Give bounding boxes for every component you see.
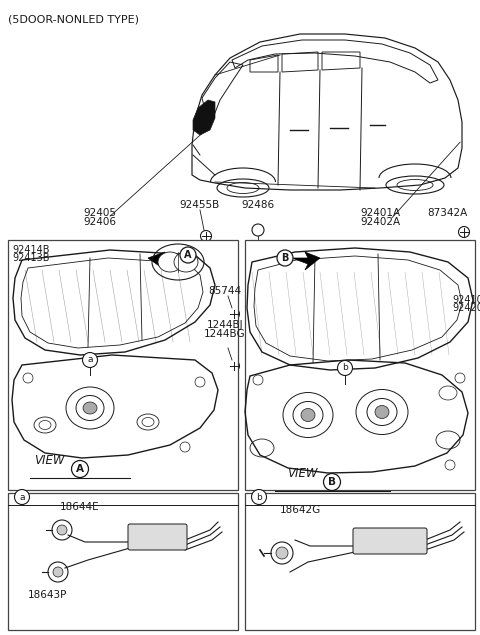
Polygon shape (193, 100, 215, 135)
FancyBboxPatch shape (245, 240, 475, 490)
Text: A: A (184, 250, 192, 260)
Text: 18644E: 18644E (60, 502, 100, 512)
Circle shape (72, 460, 88, 478)
Text: 1244BJ: 1244BJ (207, 320, 243, 330)
Circle shape (324, 474, 340, 490)
Text: 92486: 92486 (241, 200, 275, 210)
Text: 1244BG: 1244BG (204, 329, 246, 339)
FancyBboxPatch shape (353, 528, 427, 554)
Polygon shape (292, 252, 320, 270)
Text: 92410F: 92410F (452, 295, 480, 305)
Text: 87342A: 87342A (428, 208, 468, 218)
Polygon shape (148, 252, 178, 270)
Ellipse shape (158, 252, 182, 272)
Circle shape (277, 250, 293, 266)
Circle shape (14, 490, 29, 504)
Text: 92414B: 92414B (12, 245, 49, 255)
Text: 18642G: 18642G (280, 505, 321, 515)
Circle shape (337, 361, 352, 375)
Text: 92420F: 92420F (452, 303, 480, 313)
Text: a: a (87, 356, 93, 364)
Circle shape (53, 567, 63, 577)
Text: (5DOOR-NONLED TYPE): (5DOOR-NONLED TYPE) (8, 14, 139, 24)
Text: 92402A: 92402A (360, 217, 400, 227)
Ellipse shape (375, 406, 389, 418)
FancyBboxPatch shape (8, 493, 238, 630)
Text: VIEW: VIEW (35, 454, 65, 467)
Text: 92413B: 92413B (12, 253, 49, 263)
Text: VIEW: VIEW (288, 467, 318, 480)
Text: 92401A: 92401A (360, 208, 400, 218)
Text: A: A (76, 464, 84, 474)
FancyBboxPatch shape (245, 493, 475, 630)
Text: b: b (256, 493, 262, 502)
Text: 92405: 92405 (84, 208, 117, 218)
FancyBboxPatch shape (128, 524, 187, 550)
Ellipse shape (301, 408, 315, 422)
Text: 92406: 92406 (84, 217, 117, 227)
Text: 18643P: 18643P (28, 590, 67, 600)
FancyBboxPatch shape (8, 240, 238, 490)
Text: a: a (19, 493, 25, 502)
Circle shape (276, 547, 288, 559)
Circle shape (57, 525, 67, 535)
Ellipse shape (174, 252, 198, 272)
Text: 92455B: 92455B (180, 200, 220, 210)
Ellipse shape (83, 402, 97, 414)
Circle shape (83, 352, 97, 368)
Text: 85744: 85744 (208, 286, 241, 296)
Text: B: B (328, 477, 336, 487)
Text: B: B (281, 253, 288, 263)
Text: b: b (342, 363, 348, 373)
Circle shape (252, 490, 266, 504)
Circle shape (180, 247, 196, 263)
